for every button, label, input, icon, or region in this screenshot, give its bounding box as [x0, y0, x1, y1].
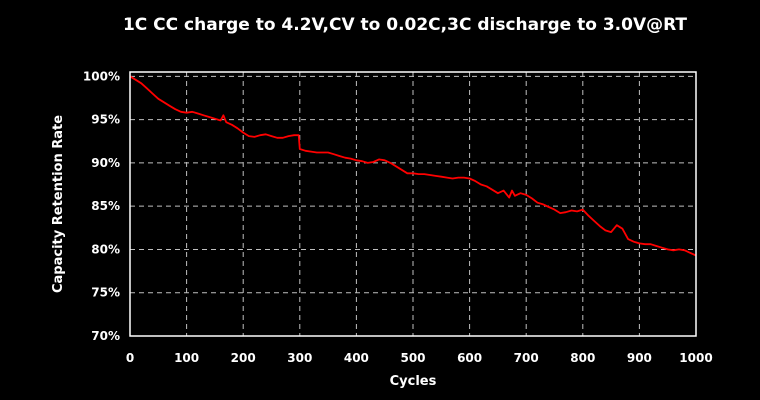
x-tick-label: 0 — [126, 351, 134, 365]
series-layer — [129, 75, 697, 257]
x-tick-label: 400 — [344, 351, 369, 365]
grid-lines — [130, 72, 696, 336]
capacity-retention-series-line — [129, 75, 697, 257]
y-tick-label: 75% — [91, 286, 120, 300]
x-tick-label: 300 — [287, 351, 312, 365]
y-tick-label: 80% — [91, 242, 120, 256]
y-tick-label: 100% — [83, 69, 120, 83]
x-tick-label: 600 — [457, 351, 482, 365]
y-tick-label: 70% — [91, 329, 120, 343]
y-tick-label: 85% — [91, 199, 120, 213]
x-tick-label: 800 — [570, 351, 595, 365]
x-tick-label: 1000 — [679, 351, 712, 365]
y-tick-label: 95% — [91, 113, 120, 127]
x-tick-label: 900 — [627, 351, 652, 365]
chart-title: 1C CC charge to 4.2V,CV to 0.02C,3C disc… — [123, 15, 687, 35]
x-axis-ticks: 0 100 200 300 400 500 600 700 800 900 1000 — [126, 351, 713, 365]
x-axis-label: Cycles — [390, 374, 437, 389]
x-tick-label: 200 — [231, 351, 256, 365]
plot-frame — [129, 71, 697, 337]
y-tick-label: 90% — [91, 156, 120, 170]
x-tick-label: 500 — [400, 351, 425, 365]
y-axis-label: Capacity Retention Rate — [51, 115, 66, 293]
y-axis-ticks: 70% 75% 80% 85% 90% 95% 100% — [83, 69, 120, 343]
x-tick-label: 100 — [174, 351, 199, 365]
x-tick-label: 700 — [514, 351, 539, 365]
